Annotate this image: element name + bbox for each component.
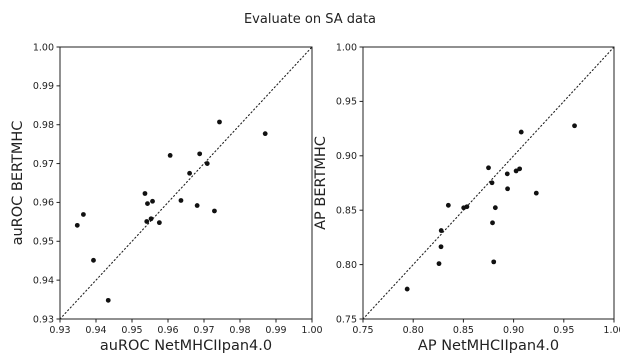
ap-data-point xyxy=(492,205,498,211)
ap-data-point xyxy=(404,286,410,292)
auroc-y-tick-label: 0.93 xyxy=(33,314,54,325)
ap-scatter-panel: 0.75 0.80 0.85 0.90 0.95 1.00 0.75 0.80 0.85 0.90… xyxy=(313,42,620,353)
auroc-x-tick-label: 0.99 xyxy=(265,325,286,336)
ap-data-point xyxy=(517,166,523,172)
ap-x-tick-label: 0.80 xyxy=(403,325,424,336)
auroc-data-point xyxy=(204,161,210,166)
auroc-x-tick-label: 0.96 xyxy=(157,325,178,336)
auroc-x-tick-label: 0.94 xyxy=(85,325,106,336)
ap-x-tick-label: 0.95 xyxy=(553,325,574,336)
auroc-data-point xyxy=(74,222,80,228)
auroc-data-point xyxy=(144,219,150,224)
ap-y-tick-label: 1.00 xyxy=(336,42,357,53)
auroc-scatter-panel: 0.93 0.94 0.95 0.96 0.97 0.98 0.99 1.00 0.93 0.94… xyxy=(10,42,323,353)
auroc-x-tick-label: 0.98 xyxy=(229,325,250,336)
ap-data-point xyxy=(505,186,510,192)
ap-data-point xyxy=(490,220,495,226)
auroc-data-point xyxy=(178,198,184,203)
auroc-data-point xyxy=(217,119,222,125)
ap-data-point xyxy=(491,259,497,265)
auroc-data-point xyxy=(142,191,148,196)
ap-y-tick-label: 0.90 xyxy=(336,151,357,162)
ap-data-point xyxy=(438,244,444,250)
ap-y-tick-label: 0.95 xyxy=(336,97,357,108)
auroc-y-axis-label: auROC BERTMHC xyxy=(10,121,26,246)
ap-data-point xyxy=(572,123,577,129)
ap-x-tick-label: 0.85 xyxy=(453,325,474,336)
auroc-data-point xyxy=(197,151,203,157)
auroc-y-tick-label: 1.00 xyxy=(33,42,54,53)
ap-x-tick-label: 0.90 xyxy=(503,325,524,336)
auroc-y-tick-label: 0.95 xyxy=(33,237,54,248)
ap-x-tick-label: 0.75 xyxy=(352,325,373,336)
ap-data-point xyxy=(504,171,510,177)
auroc-y-tick-label: 0.96 xyxy=(33,198,54,209)
auroc-data-point xyxy=(262,131,268,137)
auroc-data-point xyxy=(167,153,173,158)
auroc-y-tick-label: 0.98 xyxy=(33,120,54,131)
auroc-x-axis-label: auROC NetMHCIIpan4.0 xyxy=(100,338,272,353)
ap-data-point xyxy=(464,204,470,210)
ap-x-tick-label: 1.00 xyxy=(603,325,620,336)
auroc-x-tick-label: 0.97 xyxy=(193,325,214,336)
ap-data-point xyxy=(438,228,444,233)
auroc-diagonal-line xyxy=(59,46,313,320)
auroc-data-point xyxy=(145,201,150,206)
auroc-data-point xyxy=(156,220,162,226)
ap-diagonal-line xyxy=(362,46,615,320)
ap-x-axis-label: AP NetMHCIIpan4.0 xyxy=(418,338,559,353)
ap-data-point xyxy=(518,129,524,135)
auroc-data-point xyxy=(212,208,217,214)
ap-data-point xyxy=(533,190,539,196)
auroc-data-point xyxy=(91,257,96,263)
auroc-data-point xyxy=(194,203,200,208)
auroc-x-tick-label: 1.00 xyxy=(301,325,322,336)
ap-y-tick-label: 0.85 xyxy=(336,206,357,217)
ap-y-axis-label: AP BERTMHC xyxy=(313,136,329,230)
ap-data-point xyxy=(445,202,451,208)
ap-data-point xyxy=(486,165,491,171)
ap-data-point xyxy=(513,168,519,174)
auroc-axes-frame xyxy=(59,46,313,320)
auroc-y-tick-label: 0.97 xyxy=(33,159,54,170)
auroc-x-tick-label: 0.95 xyxy=(121,325,142,336)
auroc-data-point xyxy=(148,216,154,222)
ap-axes-frame xyxy=(362,46,615,320)
auroc-data-point xyxy=(81,212,86,217)
auroc-data-point xyxy=(187,170,193,176)
auroc-x-tick-label: 0.93 xyxy=(49,325,70,336)
auroc-data-point xyxy=(105,297,111,303)
ap-y-tick-label: 0.80 xyxy=(336,260,357,271)
auroc-y-tick-label: 0.99 xyxy=(33,81,54,92)
ap-y-tick-label: 0.75 xyxy=(336,314,357,325)
auroc-data-point xyxy=(150,198,155,204)
ap-data-point xyxy=(489,180,495,186)
ap-data-point xyxy=(436,261,442,267)
auroc-y-tick-label: 0.94 xyxy=(33,275,54,286)
figure-title: Evaluate on SA data xyxy=(244,12,376,27)
